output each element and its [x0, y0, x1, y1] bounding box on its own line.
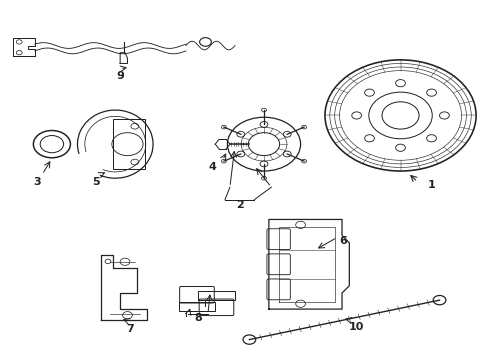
Text: 4: 4 [208, 162, 216, 172]
Text: 3: 3 [33, 177, 41, 187]
Text: 7: 7 [126, 324, 134, 334]
Text: 10: 10 [348, 322, 364, 332]
Text: 5: 5 [92, 177, 100, 187]
Text: 8: 8 [194, 313, 202, 323]
Text: 2: 2 [235, 200, 243, 210]
Text: 9: 9 [116, 71, 124, 81]
Text: 6: 6 [339, 236, 347, 246]
Text: 1: 1 [427, 180, 434, 190]
